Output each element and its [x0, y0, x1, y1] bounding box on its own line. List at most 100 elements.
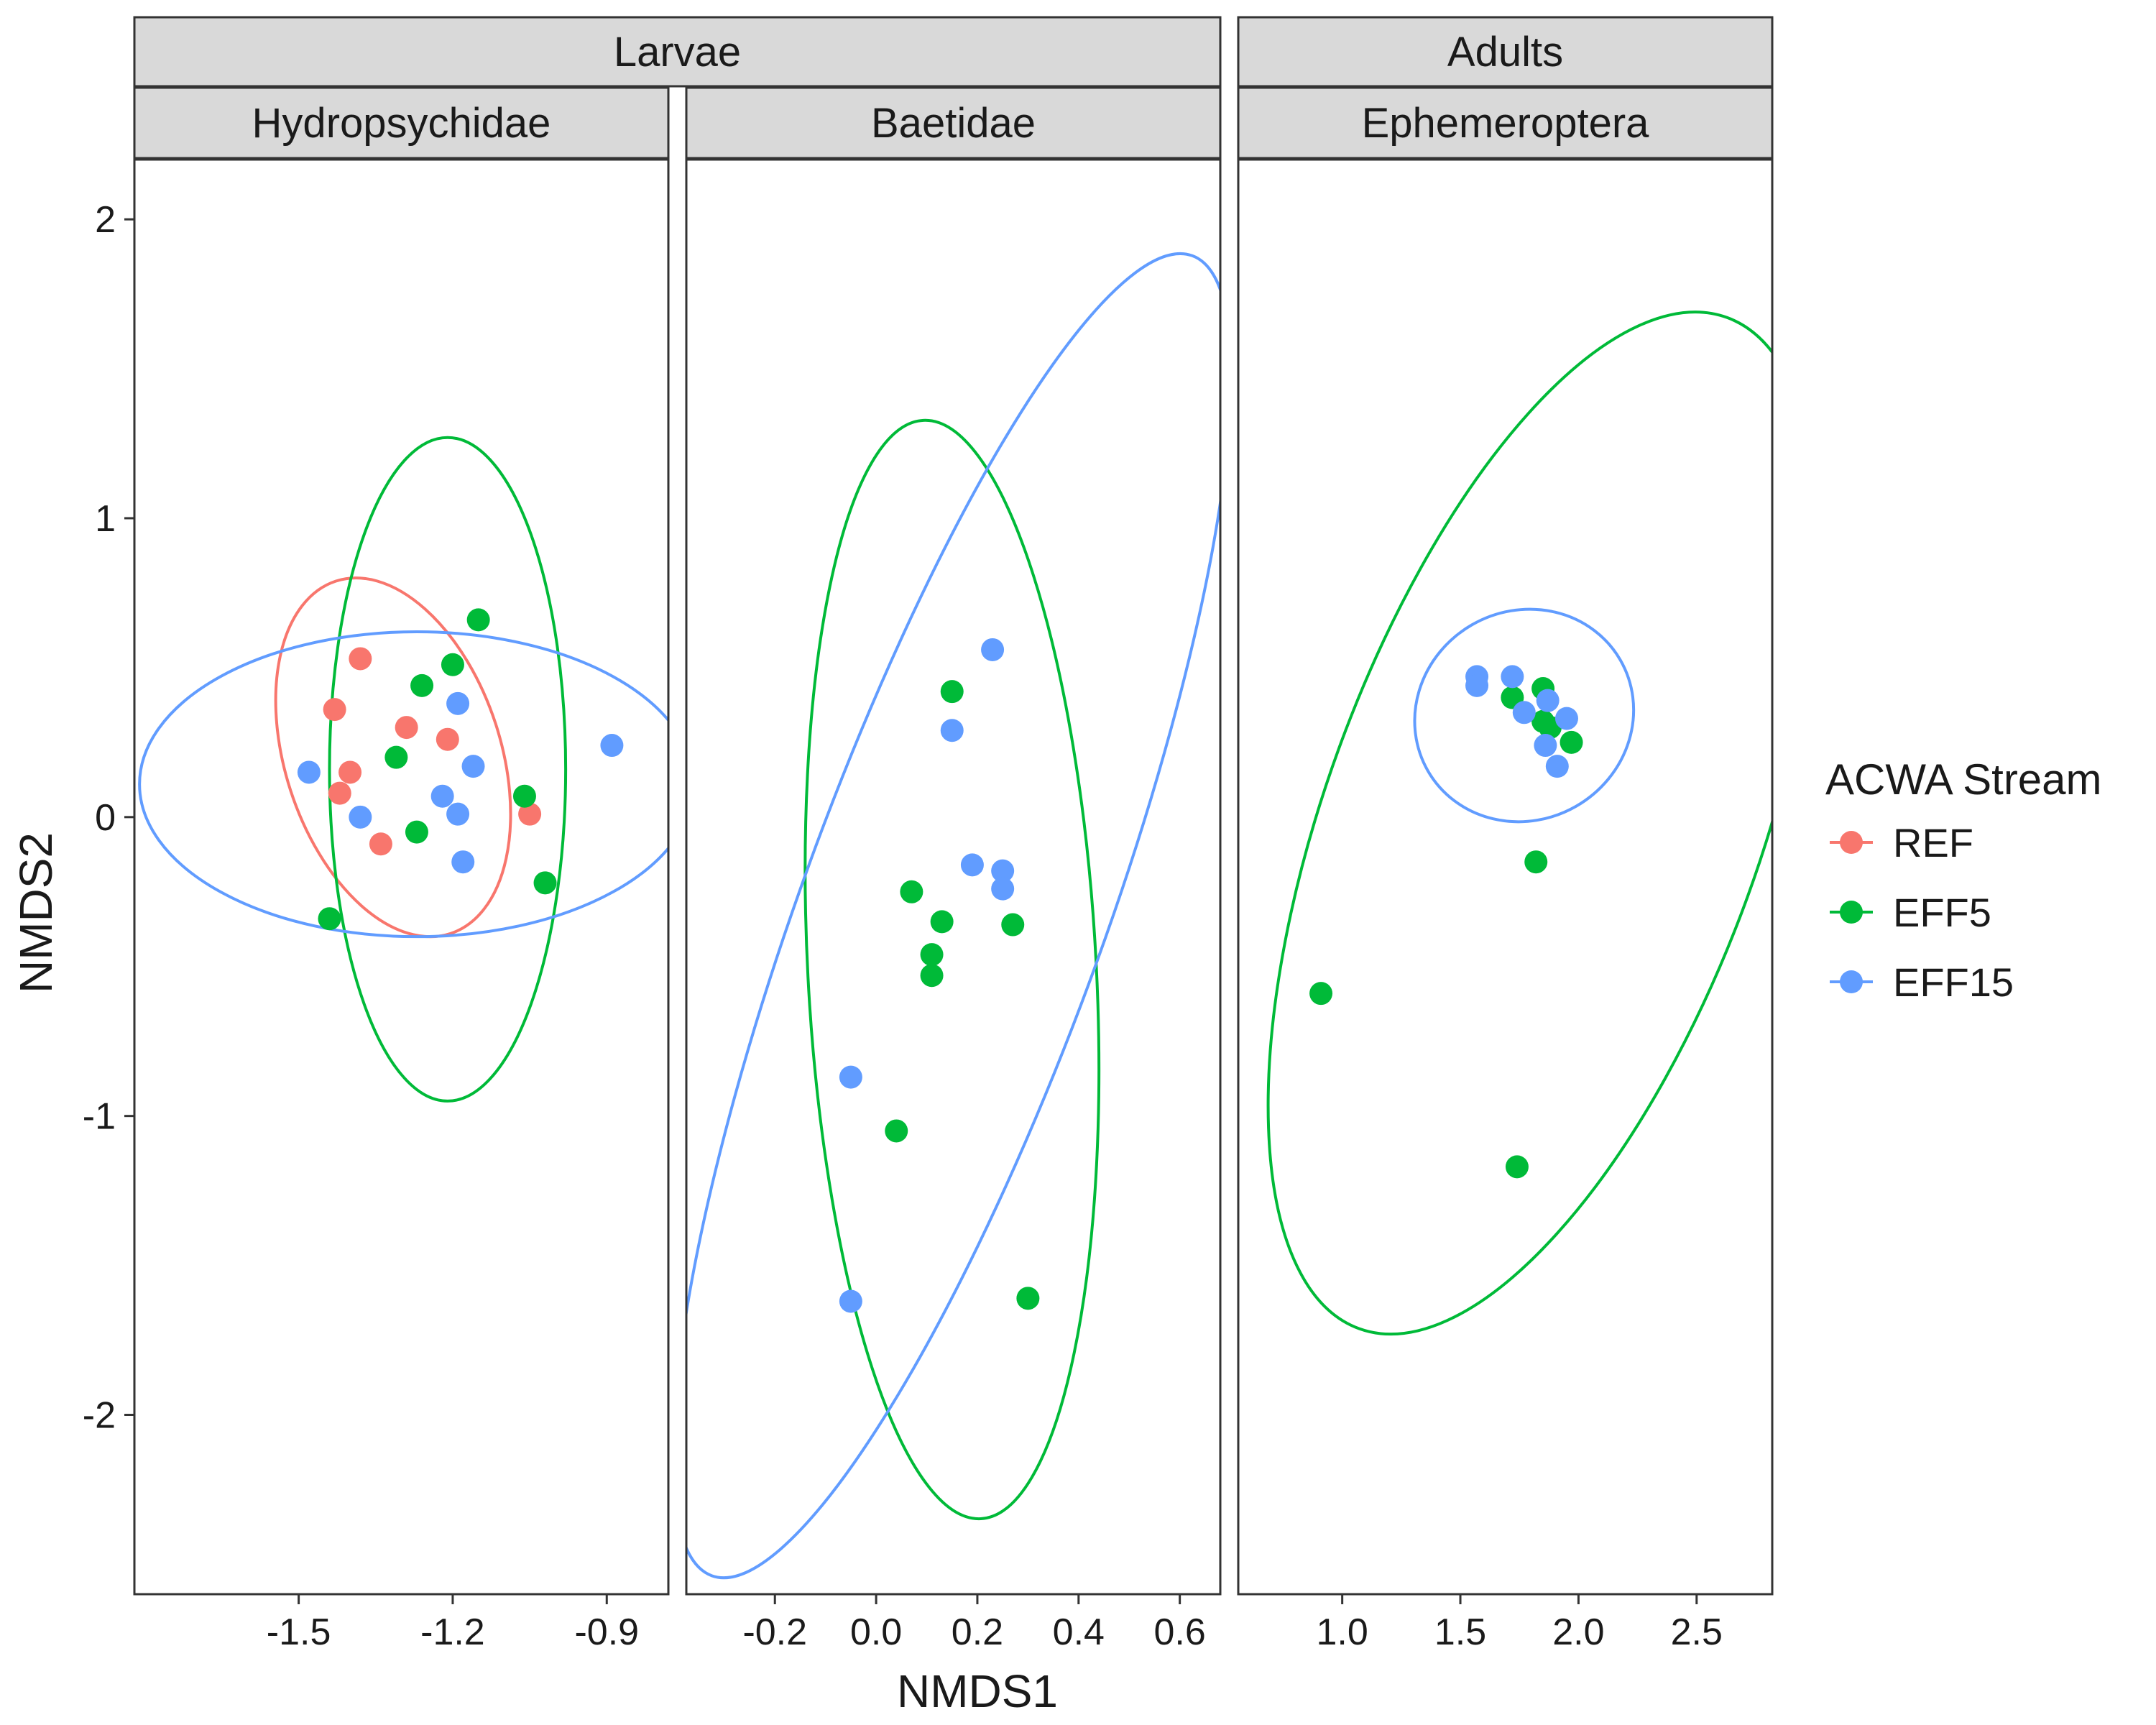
legend-key-point — [1840, 901, 1863, 924]
panel-2: Ephemeroptera — [1237, 86, 1774, 1596]
group-strip-1 — [1237, 16, 1774, 88]
panels-layer: Larvae Adults Hydropsychidae Baetidae Epheme… — [133, 16, 1774, 1596]
panel-1: Baetidae — [685, 86, 1222, 1596]
plot-background — [134, 160, 668, 1594]
point-eff15 — [1545, 755, 1569, 778]
group-strip-label: Larvae — [614, 29, 741, 75]
point-eff15 — [430, 784, 454, 808]
point-eff15 — [1536, 689, 1560, 712]
point-ref — [436, 727, 459, 751]
x-tick-label: 0.2 — [952, 1611, 1003, 1653]
point-ref — [349, 647, 372, 671]
point-eff15 — [297, 760, 321, 784]
ellipse-eff15 — [138, 630, 668, 939]
panel-0: Hydropsychidae — [133, 86, 670, 1596]
legend-title: ACWA Stream — [1825, 755, 2102, 804]
plot-background — [686, 160, 1220, 1594]
point-eff5 — [920, 943, 944, 967]
ellipse-eff5 — [1266, 310, 1772, 1336]
x-tick-label: -1.2 — [420, 1611, 485, 1653]
plot-content — [686, 252, 1220, 1580]
point-eff15 — [940, 719, 964, 742]
point-eff5 — [1524, 850, 1548, 874]
legend-label: EFF15 — [1893, 960, 2014, 1005]
point-ref — [518, 802, 542, 826]
legend-label: REF — [1893, 820, 1973, 865]
x-tick-label: -0.2 — [742, 1611, 807, 1653]
x-tick-label: 2.0 — [1552, 1611, 1604, 1653]
point-eff5 — [1016, 1287, 1040, 1310]
point-eff5 — [384, 745, 408, 769]
point-eff15 — [1501, 665, 1524, 689]
x-tick-label: 1.5 — [1434, 1611, 1486, 1653]
y-tick-label: 2 — [95, 199, 116, 241]
point-eff15 — [981, 638, 1005, 661]
point-eff5 — [900, 880, 923, 903]
point-eff5 — [920, 964, 944, 988]
point-eff5 — [885, 1119, 908, 1143]
legend-key-point — [1840, 970, 1863, 993]
plot-content — [1266, 310, 1772, 1336]
point-eff15 — [461, 755, 485, 778]
ellipse-eff15 — [1413, 607, 1636, 824]
point-eff5 — [441, 653, 464, 676]
point-eff5 — [512, 784, 536, 808]
point-eff5 — [930, 910, 954, 934]
point-ref — [395, 716, 418, 740]
panel-title: Baetidae — [871, 100, 1036, 147]
panel-strip — [1237, 86, 1774, 160]
x-tick-label: 0.6 — [1154, 1611, 1206, 1653]
point-eff5 — [318, 907, 341, 931]
point-eff5 — [1001, 913, 1025, 937]
point-ref — [338, 760, 362, 784]
legend: ACWA Stream REF EFF5 EFF15 — [1825, 755, 2102, 1005]
panel-strip — [685, 86, 1222, 160]
plot-background — [1238, 160, 1772, 1594]
point-eff5 — [410, 673, 434, 697]
point-eff15 — [446, 691, 470, 715]
point-eff15 — [960, 853, 984, 877]
point-eff5 — [533, 871, 557, 895]
point-eff15 — [839, 1065, 862, 1089]
point-eff5 — [1309, 982, 1333, 1006]
point-eff15 — [839, 1289, 862, 1313]
point-eff15 — [451, 850, 475, 874]
point-eff15 — [1534, 734, 1557, 758]
ellipse-eff5 — [328, 436, 568, 1103]
axis-layer: -1.5 -1.2 -0.9 -0.2 0.0 0.2 0.4 0.6 1.0 1.5 2.0 2.5… — [83, 199, 1723, 1653]
panel-border — [685, 158, 1222, 1596]
point-ref — [323, 698, 346, 722]
panel-title: Ephemeroptera — [1362, 100, 1650, 147]
legend-key-point — [1840, 831, 1863, 854]
group-strip-label: Adults — [1447, 29, 1563, 75]
point-eff15 — [1512, 701, 1536, 724]
point-eff5 — [1505, 1155, 1529, 1179]
point-eff5 — [466, 608, 490, 632]
legend-label: EFF5 — [1893, 890, 1991, 935]
x-tick-label: 0.4 — [1053, 1611, 1105, 1653]
y-tick-label: 1 — [95, 498, 116, 540]
y-tick-label: -1 — [83, 1096, 116, 1138]
x-tick-label: -1.5 — [267, 1611, 331, 1653]
panel-border — [1237, 158, 1774, 1596]
point-ref — [369, 832, 392, 856]
x-tick-label: 0.0 — [850, 1611, 902, 1653]
point-eff15 — [446, 802, 470, 826]
panel-border — [133, 158, 670, 1596]
y-tick-label: 0 — [95, 797, 116, 839]
x-tick-label: 1.0 — [1317, 1611, 1368, 1653]
x-tick-label: 2.5 — [1671, 1611, 1723, 1653]
point-eff15 — [1554, 707, 1578, 730]
point-eff5 — [405, 820, 428, 844]
point-eff5 — [1560, 730, 1583, 754]
legend-item-eff5: EFF5 — [1830, 890, 1991, 935]
plot-content — [138, 436, 668, 1103]
point-eff5 — [940, 680, 964, 704]
point-ref — [328, 781, 351, 805]
x-axis-title: NMDS1 — [897, 1665, 1058, 1717]
point-eff15 — [600, 734, 624, 758]
x-tick-label: -0.9 — [574, 1611, 639, 1653]
legend-item-ref: REF — [1830, 820, 1973, 865]
y-axis-title: NMDS2 — [10, 832, 62, 993]
